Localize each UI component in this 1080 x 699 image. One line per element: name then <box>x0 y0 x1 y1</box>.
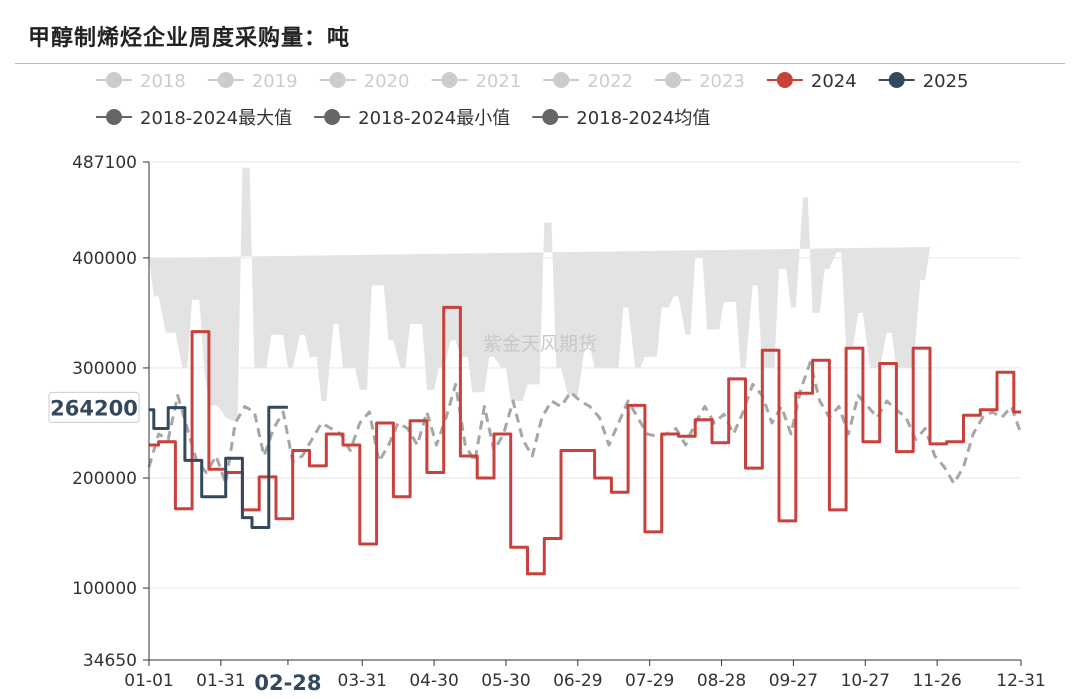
x-tick-label: 07-29 <box>625 671 674 691</box>
x-tick-label: 08-28 <box>697 671 746 691</box>
pointer-x-label: 02-28 <box>254 671 321 695</box>
legend-marker <box>542 109 559 125</box>
legend-label: 2024 <box>811 71 857 92</box>
title-divider <box>15 63 1065 64</box>
legend-marker <box>553 72 570 88</box>
legend-marker <box>776 72 793 88</box>
legend-label: 2018-2024最小值 <box>358 108 510 129</box>
legend-label: 2018-2024最大值 <box>140 108 292 129</box>
series-lines <box>147 305 1023 576</box>
legend-item-2021[interactable]: 2021 <box>431 71 521 92</box>
series-line-2024 <box>149 305 1021 576</box>
pointer-x-box <box>249 665 326 699</box>
pointer-y-box <box>48 391 140 423</box>
y-tick-label: 34650 <box>83 651 137 671</box>
legend-marker <box>441 72 458 88</box>
legend-item-2019[interactable]: 2019 <box>207 71 298 92</box>
grid <box>149 161 1021 589</box>
legend-label: 2021 <box>475 71 521 92</box>
legend-item-2018[interactable]: 2018 <box>96 71 186 92</box>
x-tick-label: 05-30 <box>481 671 530 691</box>
band-area <box>149 167 938 421</box>
legend-label: 2018-2024均值 <box>576 108 710 129</box>
legend-marker <box>888 72 905 88</box>
legend-label: 2025 <box>923 71 969 92</box>
legend-item-2023[interactable]: 2023 <box>655 71 745 92</box>
legend-label: 2020 <box>364 71 410 92</box>
legend[interactable]: 2018 2019 2020 2021 2022 2023 2024 2025 2018-202… <box>96 71 969 129</box>
x-tick-label: 09-27 <box>769 671 818 691</box>
legend-label: 2019 <box>252 71 298 92</box>
x-tick-label: 12-31 <box>996 671 1045 691</box>
legend-label: 2018 <box>140 71 186 92</box>
legend-marker <box>324 109 341 125</box>
pointer-y-label: 264200 <box>50 396 138 420</box>
max-min-band <box>149 167 938 421</box>
x-tick-label: 01-01 <box>124 671 173 691</box>
legend-marker <box>217 72 234 88</box>
legend-marker <box>665 72 682 88</box>
x-tick-label: 01-31 <box>196 671 245 691</box>
legend-item-2018-2024均值[interactable]: 2018-2024均值 <box>532 108 710 129</box>
legend-item-2018-2024最小值[interactable]: 2018-2024最小值 <box>314 108 510 129</box>
legend-label: 2023 <box>699 71 745 92</box>
x-tick-label: 11-26 <box>912 671 961 691</box>
y-tick-label: 200000 <box>72 469 137 489</box>
page-title: 甲醇制烯烃企业周度采购量：吨 <box>28 26 351 51</box>
legend-marker <box>106 72 122 88</box>
legend-item-2022[interactable]: 2022 <box>543 71 633 92</box>
y-tick-label: 487100 <box>72 153 137 173</box>
legend-item-2018-2024最大值[interactable]: 2018-2024最大值 <box>96 108 292 129</box>
legend-item-2024[interactable]: 2024 <box>766 71 857 92</box>
y-tick-label: 300000 <box>72 359 137 379</box>
legend-label: 2022 <box>587 71 633 92</box>
legend-marker <box>329 72 346 88</box>
x-tick-label: 06-29 <box>553 671 602 691</box>
x-tick-label: 10-27 <box>841 671 890 691</box>
legend-item-2025[interactable]: 2025 <box>878 71 969 92</box>
watermark: 紫金天风期货 <box>483 333 597 355</box>
axis-pointer: 264200 02-28 <box>48 391 326 699</box>
legend-marker <box>106 109 122 125</box>
axes: 34650 100000 200000 300000 400000 487100 01-01… <box>72 153 1046 691</box>
x-tick-label: 03-31 <box>338 671 387 691</box>
x-tick-label: 04-30 <box>409 671 458 691</box>
series-line-2018-2024均值 <box>147 360 1023 485</box>
legend-item-2020[interactable]: 2020 <box>319 71 410 92</box>
y-tick-label: 100000 <box>72 579 137 599</box>
series-line-2025 <box>149 405 288 529</box>
y-tick-label: 400000 <box>72 249 137 269</box>
